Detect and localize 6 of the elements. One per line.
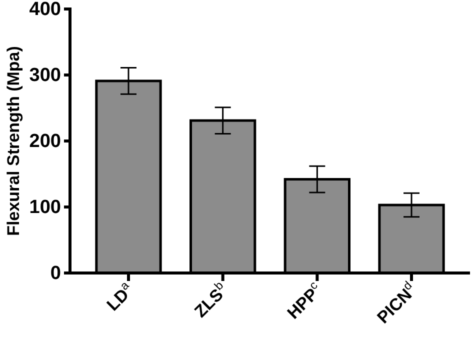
y-axis-title: Flexural Strength (Mpa) [4,46,23,236]
y-tick-label: 0 [50,263,61,284]
y-tick-label: 200 [29,131,61,152]
y-tick-label: 300 [29,65,61,86]
y-tick-label: 100 [29,197,61,218]
y-tick-label: 400 [29,0,61,20]
